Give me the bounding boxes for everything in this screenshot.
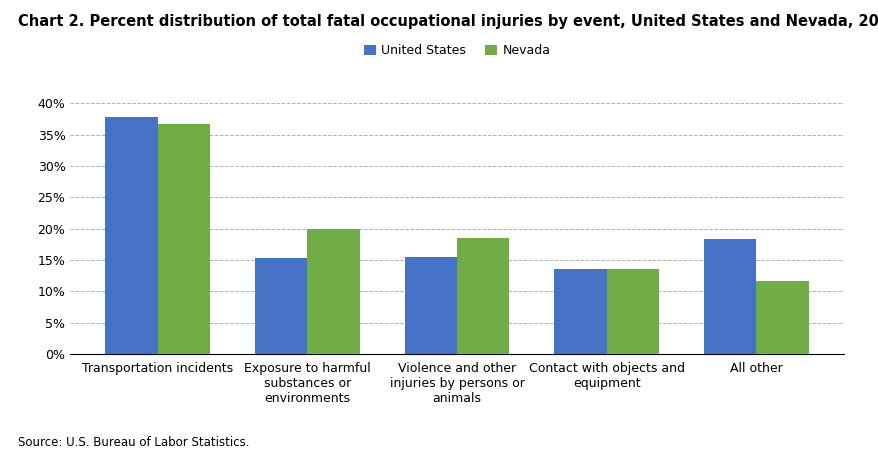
Bar xyxy=(404,257,457,354)
Bar xyxy=(158,124,210,354)
Bar xyxy=(105,117,158,354)
Bar xyxy=(457,238,509,354)
Bar xyxy=(255,257,307,354)
Bar xyxy=(606,270,658,354)
Legend: United States, Nevada: United States, Nevada xyxy=(358,39,555,62)
Bar xyxy=(755,281,808,354)
Text: Source: U.S. Bureau of Labor Statistics.: Source: U.S. Bureau of Labor Statistics. xyxy=(18,436,248,449)
Bar xyxy=(703,239,755,354)
Text: Chart 2. Percent distribution of total fatal occupational injuries by event, Uni: Chart 2. Percent distribution of total f… xyxy=(18,14,878,29)
Bar xyxy=(554,270,606,354)
Bar xyxy=(307,229,359,354)
